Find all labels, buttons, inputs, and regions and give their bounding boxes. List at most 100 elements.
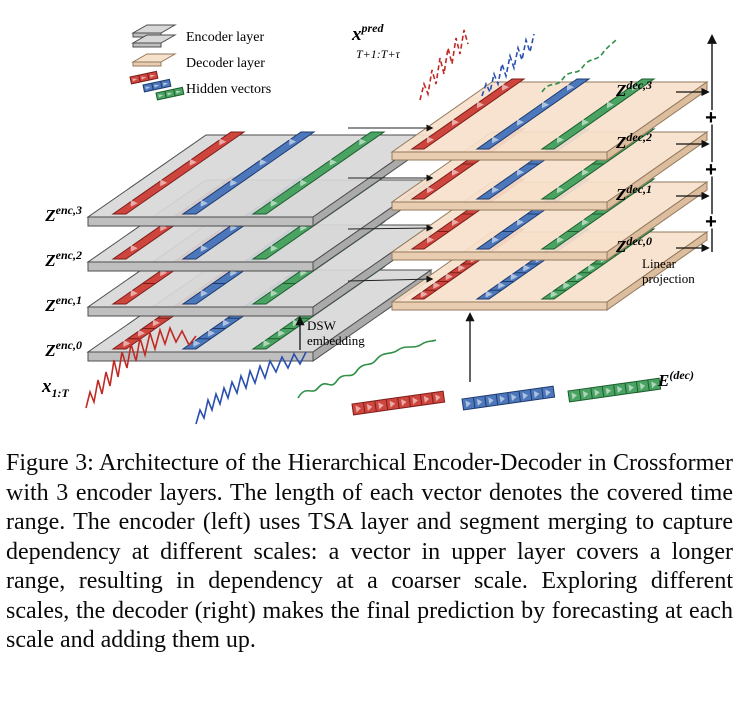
segment-chevron-icon — [477, 101, 484, 109]
legend-decoder-icon — [131, 53, 177, 63]
segment-chevron-icon — [582, 390, 589, 398]
segment-chevron-icon — [557, 236, 564, 244]
segment-chevron-icon — [502, 83, 509, 91]
legend-hidden-vector-blue-icon — [142, 78, 172, 93]
prediction-series-blue-line — [481, 33, 535, 97]
segment-chevron-icon — [154, 84, 160, 88]
encoder-to-decoder-arrow — [347, 224, 434, 232]
segment-chevron-icon — [632, 83, 639, 91]
segment-chevron-icon — [492, 136, 499, 144]
segment-chevron-icon — [510, 273, 518, 281]
segment-chevron-icon — [511, 394, 517, 402]
segment-chevron-icon — [278, 329, 286, 337]
encoder-layer-3-slab — [86, 131, 433, 227]
legend-encoder-icon — [132, 42, 162, 48]
figure-3: DSW embedding + + + Linear projection En… — [6, 21, 733, 654]
decoder-stack — [390, 78, 709, 311]
segment-chevron-icon — [389, 400, 396, 408]
segment-chevron-icon — [499, 395, 506, 403]
segment-chevron-icon — [270, 199, 278, 207]
segment-chevron-icon — [219, 138, 227, 146]
legend-hidden-label: Hidden vectors — [186, 82, 271, 97]
figure-caption: Figure 3: Architecture of the Hierarchic… — [6, 450, 733, 654]
segment-chevron-icon — [270, 289, 278, 297]
segment-chevron-icon — [588, 264, 596, 272]
segment-chevron-icon — [208, 329, 216, 337]
segment-chevron-icon — [523, 264, 531, 272]
segment-chevron-icon — [222, 319, 230, 327]
segment-chevron-icon — [542, 101, 549, 109]
input-series-green-line — [297, 339, 437, 399]
segment-chevron-icon — [433, 281, 441, 289]
math-labels: xpred T+1:T+τ x1:T E(dec) Zenc,3 Zenc,2 … — [41, 21, 694, 400]
hidden-vector-green — [251, 131, 386, 215]
segment-chevron-icon — [160, 179, 168, 187]
segment-chevron-icon — [452, 168, 459, 176]
segment-chevron-icon — [517, 118, 524, 126]
hidden-vector-blue — [181, 131, 316, 215]
segment-chevron-icon — [149, 74, 156, 78]
plus-icon: + — [705, 159, 717, 181]
linear-projection-label-line2: projection — [642, 271, 695, 286]
edec-vector-blue — [461, 385, 556, 411]
encoder-layer2-label: Zenc,2 — [44, 248, 82, 270]
segment-chevron-icon — [605, 387, 612, 395]
segment-chevron-icon — [567, 83, 574, 91]
segment-chevron-icon — [476, 398, 483, 406]
prediction-series — [419, 29, 617, 101]
segment-chevron-icon — [270, 244, 278, 252]
segment-chevron-icon — [141, 76, 147, 80]
dsw-embedding: DSW embedding — [295, 316, 365, 350]
segment-chevron-icon — [130, 244, 138, 252]
flat-vectors — [129, 70, 662, 416]
segment-chevron-icon — [230, 179, 238, 187]
dsw-label-line1: DSW — [307, 318, 337, 333]
segment-chevron-icon — [189, 158, 197, 166]
encoder-layer0-label: Zenc,0 — [44, 338, 82, 360]
segment-chevron-icon — [639, 382, 646, 390]
segment-chevron-icon — [366, 403, 373, 411]
segment-chevron-icon — [582, 168, 589, 176]
legend-decoder-label: Decoder layer — [186, 56, 265, 71]
legend-decoder-icon — [132, 61, 162, 67]
segment-chevron-icon — [563, 281, 571, 289]
segment-chevron-icon — [145, 86, 151, 90]
segment-chevron-icon — [582, 118, 589, 126]
segment-chevron-icon — [259, 158, 267, 166]
segment-chevron-icon — [200, 199, 208, 207]
x-pred-subscript: T+1:T+τ — [356, 47, 401, 61]
segment-chevron-icon — [517, 218, 524, 226]
segment-chevron-icon — [492, 186, 499, 194]
encoder-to-decoder-arrows — [347, 124, 434, 283]
segment-chevron-icon — [263, 339, 271, 347]
segment-chevron-icon — [485, 290, 493, 298]
segment-chevron-icon — [628, 384, 634, 392]
segment-chevron-icon — [329, 158, 337, 166]
decoder-layer3-label: Zdec,3 — [615, 78, 652, 100]
segment-chevron-icon — [152, 319, 160, 327]
segment-chevron-icon — [412, 397, 418, 405]
segment-chevron-icon — [517, 168, 524, 176]
decoder-layer-3-slab — [390, 78, 709, 161]
segment-chevron-icon — [420, 290, 428, 298]
segment-chevron-icon — [435, 394, 441, 402]
input-series-blue-line — [195, 351, 307, 425]
edec-vector-green — [567, 377, 662, 403]
segment-chevron-icon — [545, 389, 551, 397]
plus-icon: + — [705, 211, 717, 233]
hidden-vector-red — [410, 78, 526, 150]
segment-chevron-icon — [651, 381, 657, 389]
encoder-layer3-label: Zenc,3 — [44, 203, 82, 225]
segment-chevron-icon — [401, 399, 407, 407]
segment-chevron-icon — [445, 273, 453, 281]
segment-chevron-icon — [289, 138, 297, 146]
hidden-vector-red — [111, 131, 246, 215]
plus-icon: + — [705, 107, 717, 129]
segment-chevron-icon — [617, 386, 623, 394]
segment-chevron-icon — [607, 101, 614, 109]
segment-chevron-icon — [130, 199, 138, 207]
legend: Encoder layer Decoder layer Hidden vecto… — [131, 24, 271, 97]
legend-encoder-label: Encoder layer — [186, 30, 264, 45]
input-series — [85, 325, 437, 425]
